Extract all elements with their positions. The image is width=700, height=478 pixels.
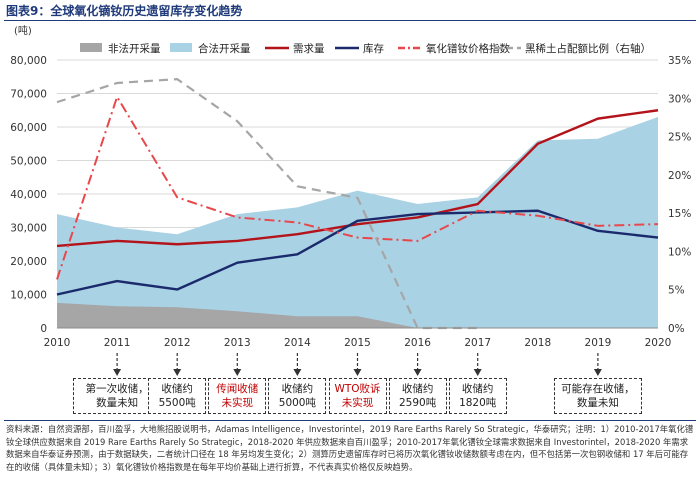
annotation-arrowhead (413, 369, 422, 376)
x-tick-label: 2015 (344, 337, 371, 349)
annotation-box-2019: 可能存在收储， 数量未知 (553, 378, 642, 414)
annotation-box-2011: 第一次收储， 数量未知 (73, 378, 162, 414)
black-rare-earth-ratio-line (56, 78, 478, 330)
y-left-tick-label: 70,000 (10, 89, 47, 101)
annotation-arrowhead (173, 369, 182, 376)
legend-label: 合法开采量 (198, 42, 251, 55)
annotation-text: 2590吨 (398, 397, 437, 409)
legend: 非法开采量 合法开采量 需求量 库存 氧化镨钕价格指数 黑稀土占配额比例（右轴） (80, 42, 651, 55)
legend-swatch (170, 43, 192, 52)
annotation-text: 收储约 (461, 383, 494, 395)
annotation-text: 数量未知 (96, 397, 139, 409)
x-tick-label: 2018 (524, 337, 551, 349)
annotation-arrowhead (353, 369, 362, 376)
y-right-tick-label: 20% (668, 170, 691, 182)
annotation-text: 收储约 (161, 383, 193, 395)
annotation-arrowhead (113, 369, 122, 376)
annotation-text: 1820吨 (459, 397, 497, 409)
legend-inventory: 库存 (335, 42, 384, 55)
legend-illegal-mining: 非法开采量 (80, 42, 161, 55)
x-tick-label: 2017 (464, 337, 491, 349)
annotation-arrowhead (233, 369, 242, 376)
x-tick-label: 2013 (224, 337, 251, 349)
legend-label: 黑稀土占配额比例（右轴） (525, 42, 651, 55)
annotation-box-2016: 收储约 2590吨 (388, 378, 447, 414)
demand-line (56, 109, 659, 248)
y-left-unit: (吨) (14, 24, 32, 37)
x-tick-label: 2012 (164, 337, 191, 349)
illegal-mining-area (57, 302, 658, 328)
y-left-tick-label: 50,000 (10, 156, 47, 168)
inventory-line (56, 209, 659, 296)
source-note: 资料来源：自然资源部，百川盈孚，大地熊招股说明书，Adamas Intellig… (6, 424, 694, 472)
legend-label: 库存 (363, 42, 384, 55)
annotation-arrowhead (473, 369, 482, 376)
price-index-line (56, 95, 659, 280)
annotation-text: 传闻收储 (216, 383, 259, 395)
y-right-tick-label: 5% (668, 285, 685, 297)
x-tick-label: 2016 (404, 337, 431, 349)
y-right-tick-label: 25% (668, 132, 691, 144)
title-divider (4, 20, 696, 21)
y-left-tick-label: 0 (40, 323, 47, 335)
y-left-tick-label: 20,000 (10, 256, 47, 268)
x-tick-label: 2020 (645, 337, 672, 349)
y-right-tick-label: 0% (668, 323, 685, 335)
annotation-text: 收储约 (401, 383, 434, 395)
chart-title: 图表9：全球氧化镝钕历史遗留库存变化趋势 (6, 4, 243, 18)
y-left-tick-label: 80,000 (10, 55, 47, 67)
annotation-arrowhead (293, 369, 302, 376)
legal-mining-area (57, 116, 658, 328)
annotation-box-2013: 传闻收储 未实现 (208, 378, 267, 414)
y-right-tick-label: 10% (668, 246, 691, 258)
y-left-tick-label: 30,000 (10, 223, 47, 235)
annotation-text: 5000吨 (278, 397, 316, 409)
annotation-text: 未实现 (341, 397, 374, 409)
annotation-box-2017: 收储约 1820吨 (448, 378, 507, 414)
y-right-tick-label: 15% (668, 208, 691, 220)
y-right-tick-label: 30% (668, 93, 691, 105)
chart-canvas: (吨) 0 10,000 20,000 30,000 40,000 50,000 60,000… (10, 24, 691, 376)
annotation-box-2014: 收储约 5000吨 (268, 378, 327, 414)
legend-label: 氧化镨钕价格指数 (426, 42, 510, 55)
annotation-text: 未实现 (221, 397, 254, 409)
annotation-box-2012: 收储约 5500吨 (148, 378, 207, 414)
legend-label: 非法开采量 (108, 42, 161, 55)
area-series (57, 116, 658, 328)
legend-demand: 需求量 (265, 43, 325, 55)
legend-label: 需求量 (293, 43, 325, 55)
x-tick-label: 2014 (284, 337, 311, 349)
annotation-text: 可能存在收储， (561, 383, 635, 395)
x-tick-label: 2011 (104, 337, 131, 349)
annotation-arrowhead (593, 369, 602, 376)
source-divider (4, 420, 696, 421)
axes: (吨) 0 10,000 20,000 30,000 40,000 50,000 60,000… (10, 24, 691, 376)
legend-swatch (80, 43, 102, 52)
legend-price-index: 氧化镨钕价格指数 (398, 42, 510, 55)
annotation-text: 第一次收储， (85, 383, 149, 395)
annotation-box-2015: WTO败诉未实现 (328, 378, 387, 414)
annotation-text: 数量未知 (576, 397, 619, 409)
annotation-text: 收储约 (281, 383, 314, 395)
y-left-tick-label: 60,000 (10, 122, 47, 134)
line-series (56, 78, 659, 330)
annotation-text: WTO败诉 (334, 383, 381, 395)
annotation-text: 5500吨 (158, 397, 196, 409)
x-tick-label: 2010 (44, 337, 71, 349)
legend-black-ratio: 黑稀土占配额比例（右轴） (497, 42, 651, 55)
legend-legal-mining: 合法开采量 (170, 42, 251, 55)
y-left-tick-label: 10,000 (10, 290, 47, 302)
y-right-tick-label: 35% (668, 55, 691, 67)
y-left-tick-label: 40,000 (10, 189, 47, 201)
x-tick-label: 2019 (585, 337, 612, 349)
